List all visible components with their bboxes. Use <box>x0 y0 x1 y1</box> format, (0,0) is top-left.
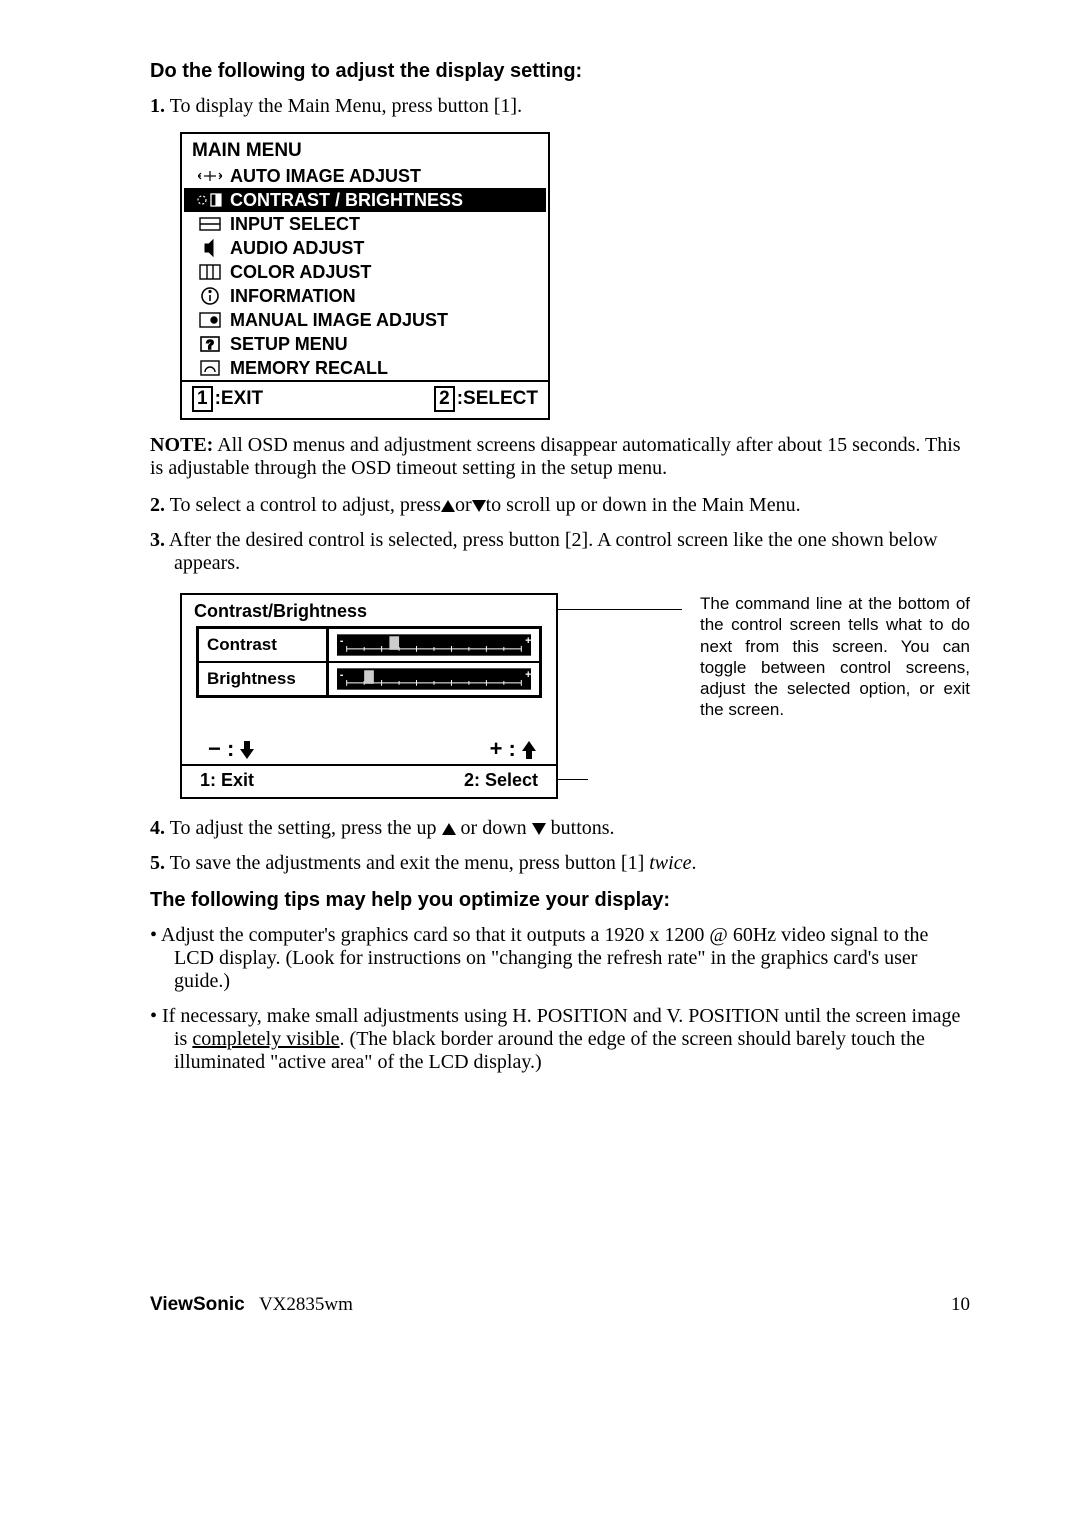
step-1-num: 1. <box>150 95 165 117</box>
down-arrow-icon <box>472 500 486 512</box>
svg-text:?: ? <box>206 337 214 352</box>
step-5-pre: To save the adjustments and exit the men… <box>165 852 649 874</box>
osd-item-color-adjust: COLOR ADJUST <box>182 260 548 284</box>
osd-item-label: CONTRAST / BRIGHTNESS <box>230 190 463 211</box>
step-5-num: 5. <box>150 852 165 874</box>
cb-row-label: Contrast <box>198 628 328 662</box>
cb-foot-exit: 1: Exit <box>200 770 254 791</box>
svg-text:+: + <box>525 635 531 647</box>
information-icon <box>196 285 224 307</box>
cb-brightness-slider: - + <box>328 662 540 696</box>
cb-title: Contrast/Brightness <box>182 599 556 626</box>
cb-description: The command line at the bottom of the co… <box>700 593 970 721</box>
step-4-num: 4. <box>150 817 165 839</box>
osd-item-audio-adjust: AUDIO ADJUST <box>182 236 548 260</box>
cb-footer: 1: Exit 2: Select <box>182 768 556 793</box>
footer-page: 10 <box>951 1294 970 1316</box>
select-label: :SELECT <box>457 388 538 409</box>
tip-2-underline: completely visible <box>192 1028 339 1050</box>
page-footer: ViewSonic VX2835wm 10 <box>150 1294 970 1316</box>
step-3-num: 3. <box>150 529 165 551</box>
osd-item-label: SETUP MENU <box>230 334 348 355</box>
osd-item-manual-image-adjust: MANUAL IMAGE ADJUST <box>182 308 548 332</box>
step-2-num: 2. <box>150 494 165 516</box>
osd-item-label: MANUAL IMAGE ADJUST <box>230 310 448 331</box>
footer-brand: ViewSonic <box>150 1294 245 1315</box>
cb-controls: − : + : <box>182 734 556 766</box>
svg-text:-: - <box>340 669 344 681</box>
step-2: 2. To select a control to adjust, press o… <box>150 494 970 517</box>
auto-image-adjust-icon <box>196 165 224 187</box>
heading-tips: The following tips may help you optimize… <box>150 889 970 912</box>
exit-label: :EXIT <box>215 388 264 409</box>
tip-1: Adjust the computer's graphics card so t… <box>150 924 970 993</box>
plus-label: + : <box>490 736 516 761</box>
heading-adjust: Do the following to adjust the display s… <box>150 60 970 83</box>
osd-item-contrast-brightness: CONTRAST / BRIGHTNESS <box>184 188 546 212</box>
key-2: 2 <box>434 386 455 412</box>
osd-item-label: INPUT SELECT <box>230 214 360 235</box>
footer-model: VX2835wm <box>259 1294 353 1315</box>
key-1: 1 <box>192 386 213 412</box>
manual-image-adjust-icon <box>196 309 224 331</box>
step-3-text: After the desired control is selected, p… <box>165 529 938 574</box>
svg-text:+: + <box>525 669 531 681</box>
step-5: 5. To save the adjustments and exit the … <box>150 852 970 875</box>
svg-text:-: - <box>340 635 344 647</box>
contrast-brightness-icon <box>196 189 224 211</box>
step-5-italic: twice <box>649 852 691 874</box>
step-3: 3. After the desired control is selected… <box>150 529 970 575</box>
leader-line-top <box>558 609 682 610</box>
osd-item-label: COLOR ADJUST <box>230 262 371 283</box>
step-2-post: to scroll up or down in the Main Menu. <box>486 494 801 516</box>
step-4-pre: To adjust the setting, press the up <box>165 817 442 839</box>
osd-item-label: AUTO IMAGE ADJUST <box>230 166 421 187</box>
audio-adjust-icon <box>196 237 224 259</box>
osd-item-label: INFORMATION <box>230 286 356 307</box>
osd-main-menu: MAIN MENU AUTO IMAGE ADJUST CONTRAST / B… <box>180 132 550 420</box>
osd-item-memory-recall: MEMORY RECALL <box>182 356 548 380</box>
step-4-post: buttons. <box>546 817 615 839</box>
step-1: 1. To display the Main Menu, press butto… <box>150 95 970 118</box>
note-paragraph: NOTE: All OSD menus and adjustment scree… <box>150 434 970 480</box>
down-arrow-icon <box>532 823 546 835</box>
osd-item-input-select: INPUT SELECT <box>182 212 548 236</box>
step-4-mid: or down <box>456 817 532 839</box>
osd-title: MAIN MENU <box>182 134 548 164</box>
step-5-post: . <box>691 852 696 874</box>
osd-item-auto-image-adjust: AUTO IMAGE ADJUST <box>182 164 548 188</box>
up-arrow-icon <box>441 500 455 512</box>
cb-row-label: Brightness <box>198 662 328 696</box>
tip-2: If necessary, make small adjustments usi… <box>150 1005 970 1074</box>
memory-recall-icon <box>196 357 224 379</box>
step-4: 4. To adjust the setting, press the up o… <box>150 817 970 840</box>
note-bold: NOTE: <box>150 434 213 456</box>
leader-line-bottom <box>558 779 588 780</box>
osd-item-information: INFORMATION <box>182 284 548 308</box>
input-select-icon <box>196 213 224 235</box>
step-2-mid: or <box>455 494 472 516</box>
osd-item-label: MEMORY RECALL <box>230 358 388 379</box>
color-adjust-icon <box>196 261 224 283</box>
minus-label: − : <box>208 736 234 761</box>
osd-item-setup-menu: ? SETUP MENU <box>182 332 548 356</box>
osd-footer: 1:EXIT 2:SELECT <box>182 380 548 418</box>
note-text: All OSD menus and adjustment screens dis… <box>150 434 961 479</box>
up-arrow-icon <box>442 823 456 835</box>
step-2-pre: To select a control to adjust, press <box>165 494 441 516</box>
cb-foot-select: 2: Select <box>464 770 538 791</box>
setup-menu-icon: ? <box>196 333 224 355</box>
cb-contrast-slider: - + <box>328 628 540 662</box>
contrast-brightness-panel: Contrast/Brightness Contrast - + <box>180 593 558 799</box>
step-1-text: To display the Main Menu, press button [… <box>165 95 522 117</box>
osd-item-label: AUDIO ADJUST <box>230 238 364 259</box>
